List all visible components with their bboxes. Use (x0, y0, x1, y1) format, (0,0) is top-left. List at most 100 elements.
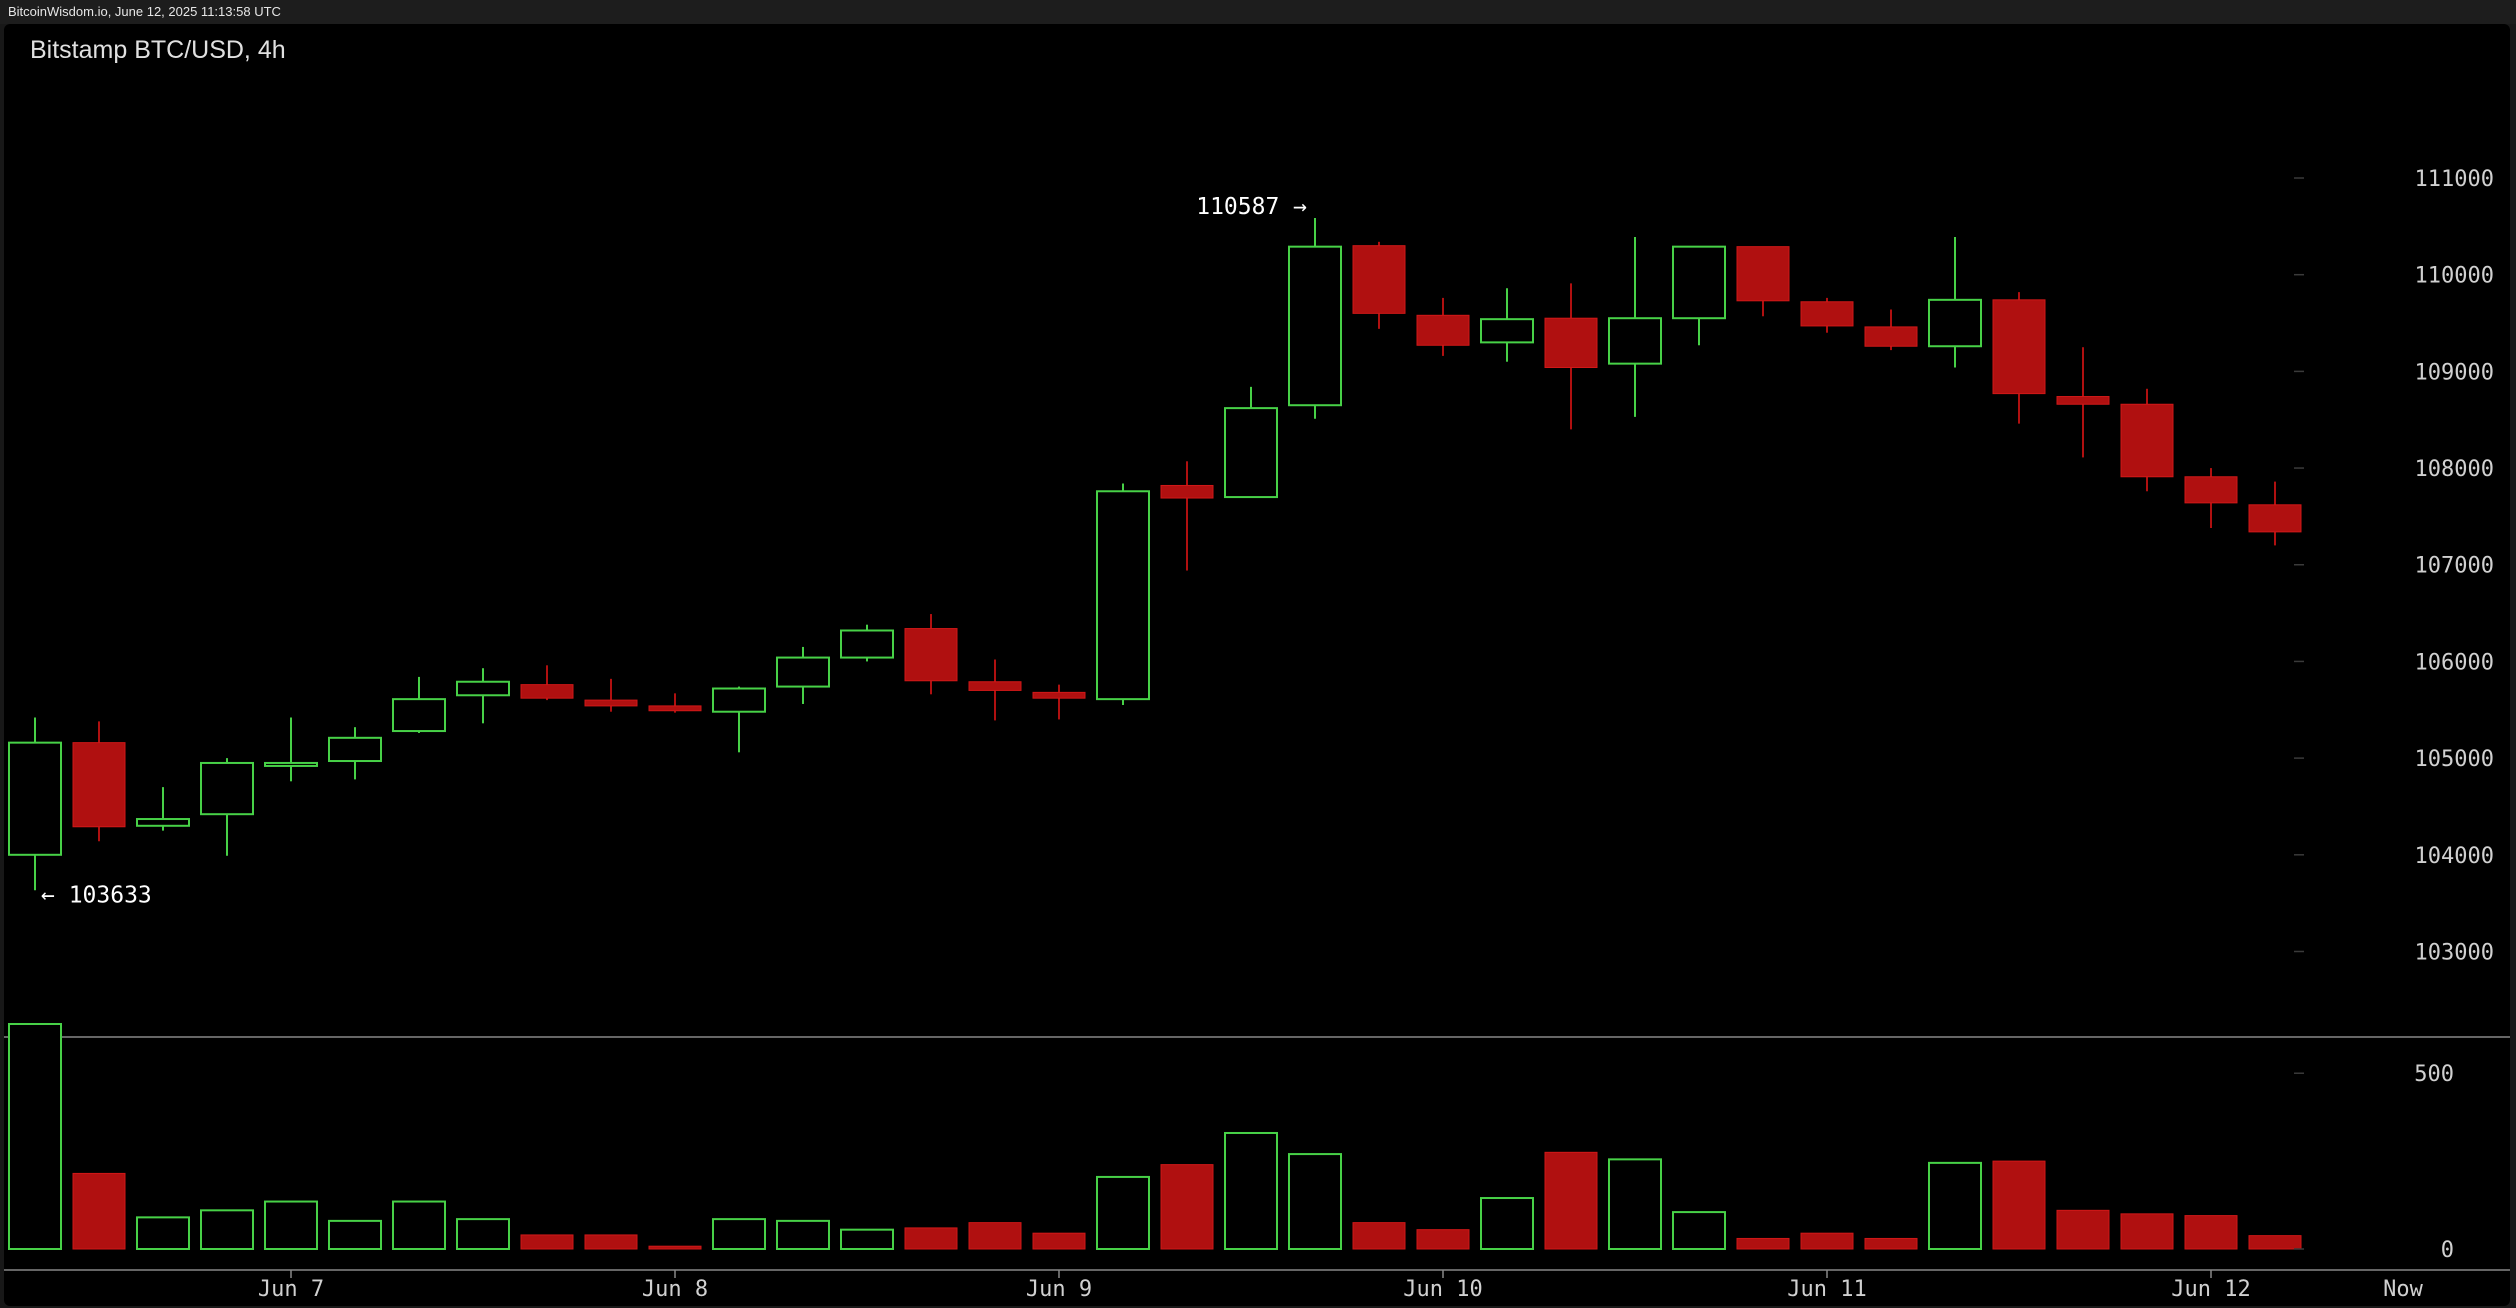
candle-body-up[interactable] (1288, 245, 1342, 407)
price-tick-label: 104000 (2415, 844, 2494, 869)
candle-body-up[interactable] (264, 761, 318, 767)
candle-body-down[interactable] (1160, 484, 1214, 499)
volume-bar-down[interactable] (72, 1172, 126, 1250)
volume-bar-up[interactable] (712, 1218, 766, 1250)
candle-body-down[interactable] (1864, 326, 1918, 347)
volume-bar-up[interactable] (1288, 1153, 1342, 1250)
candle-body-up[interactable] (1928, 298, 1982, 348)
candle-body-down[interactable] (2248, 504, 2302, 533)
volume-bar-down[interactable] (1992, 1160, 2046, 1250)
candle-body-up[interactable] (456, 680, 510, 697)
candle-body-up[interactable] (776, 656, 830, 688)
candle-body-up[interactable] (840, 629, 894, 659)
x-tick-label: Jun 10 (1403, 1277, 1482, 1302)
source-timestamp: BitcoinWisdom.io, June 12, 2025 11:13:58… (8, 4, 281, 19)
candle-body-up[interactable] (200, 761, 254, 816)
candle-body-down[interactable] (968, 681, 1022, 691)
volume-bar-down[interactable] (2184, 1215, 2238, 1250)
volume-tick-label: 500 (2414, 1062, 2454, 1087)
candle-body-down[interactable] (904, 628, 958, 682)
candle-body-up[interactable] (1224, 407, 1278, 499)
candle-body-up[interactable] (1096, 490, 1150, 701)
x-tick-label: Jun 12 (2171, 1277, 2250, 1302)
x-tick-label: Jun 8 (642, 1277, 708, 1302)
price-tick-label: 105000 (2415, 747, 2494, 772)
candle-body-down[interactable] (520, 684, 574, 699)
volume-bar-up[interactable] (200, 1209, 254, 1250)
grid-layer (4, 1036, 2510, 1271)
x-tick-label: Jun 9 (1026, 1277, 1092, 1302)
volume-bar-down[interactable] (1736, 1237, 1790, 1250)
candles (8, 217, 2302, 891)
candle-body-down[interactable] (1352, 245, 1406, 314)
volume-tick-label: 0 (2441, 1238, 2454, 1263)
candle-body-up[interactable] (8, 741, 62, 856)
volume-bar-down[interactable] (1800, 1232, 1854, 1250)
annotations: 110587 → ← 103633 (41, 194, 1307, 908)
axes: 103000 104000 105000 106000 107000 108000 1090… (258, 167, 2494, 1302)
candle-body-down[interactable] (1416, 314, 1470, 346)
volume-bar-down[interactable] (904, 1227, 958, 1250)
volume-bar-down[interactable] (1544, 1151, 1598, 1250)
price-tick-label: 107000 (2415, 554, 2494, 579)
volume-bar-down[interactable] (1032, 1232, 1086, 1250)
volume-bar-up[interactable] (1672, 1211, 1726, 1250)
candle-body-up[interactable] (1672, 245, 1726, 320)
price-tick-label: 103000 (2415, 940, 2494, 965)
volume-bar-up[interactable] (1928, 1161, 1982, 1250)
x-tick-label: Now (2383, 1277, 2423, 1302)
candle-body-down[interactable] (1032, 691, 1086, 699)
volume-bar-down[interactable] (520, 1234, 574, 1250)
candle-body-down[interactable] (2120, 403, 2174, 478)
volume-bar-down[interactable] (1864, 1237, 1918, 1250)
volume-bar-up[interactable] (328, 1219, 382, 1250)
volume-bar-down[interactable] (2056, 1209, 2110, 1250)
volume-bar-up[interactable] (456, 1218, 510, 1250)
chart-panel[interactable]: 103000 104000 105000 106000 107000 108000 1090… (4, 24, 2510, 1306)
candle-body-up[interactable] (1608, 317, 1662, 365)
candle-body-down[interactable] (648, 705, 702, 712)
volume-bar-up[interactable] (840, 1228, 894, 1250)
candle-body-up[interactable] (136, 818, 190, 827)
candle-body-down[interactable] (1544, 317, 1598, 369)
x-tick-label: Jun 11 (1787, 1277, 1866, 1302)
volume-bar-up[interactable] (1480, 1197, 1534, 1250)
volume-bar-down[interactable] (2248, 1235, 2302, 1250)
price-tick-label: 109000 (2415, 360, 2494, 385)
candle-body-down[interactable] (1800, 301, 1854, 327)
volume-bars (8, 1023, 2302, 1250)
top-bar: BitcoinWisdom.io, June 12, 2025 11:13:58… (0, 0, 2516, 24)
low-annotation: ← 103633 (41, 882, 152, 908)
x-tick-label: Jun 7 (258, 1277, 324, 1302)
volume-bar-up[interactable] (264, 1200, 318, 1250)
candle-body-down[interactable] (2184, 476, 2238, 504)
volume-bar-up[interactable] (136, 1216, 190, 1250)
candle-body-up[interactable] (392, 698, 446, 733)
volume-bar-down[interactable] (2120, 1213, 2174, 1250)
volume-bar-down[interactable] (648, 1245, 702, 1250)
volume-bar-down[interactable] (584, 1234, 638, 1250)
candlestick-chart[interactable]: 103000 104000 105000 106000 107000 108000 1090… (4, 24, 2510, 1306)
volume-bar-up[interactable] (1096, 1175, 1150, 1250)
candle-body-down[interactable] (1992, 299, 2046, 395)
candle-body-up[interactable] (1480, 318, 1534, 344)
volume-bar-up[interactable] (776, 1219, 830, 1250)
volume-bar-up[interactable] (8, 1023, 62, 1250)
candle-body-down[interactable] (584, 699, 638, 707)
volume-bar-up[interactable] (1608, 1158, 1662, 1250)
candle-body-up[interactable] (712, 687, 766, 713)
volume-bar-up[interactable] (392, 1200, 446, 1250)
volume-bar-up[interactable] (1224, 1131, 1278, 1250)
volume-bar-down[interactable] (968, 1222, 1022, 1250)
volume-bar-down[interactable] (1160, 1164, 1214, 1250)
candle-body-down[interactable] (2056, 396, 2110, 405)
volume-bar-down[interactable] (1416, 1229, 1470, 1250)
candle-body-down[interactable] (1736, 246, 1790, 302)
high-annotation: 110587 → (1196, 194, 1307, 220)
candle-body-down[interactable] (72, 742, 126, 828)
candle-body-up[interactable] (328, 736, 382, 763)
price-tick-label: 111000 (2415, 167, 2494, 192)
volume-bar-down[interactable] (1352, 1222, 1406, 1250)
price-tick-label: 106000 (2415, 650, 2494, 675)
chart-title: Bitstamp BTC/USD, 4h (30, 36, 286, 64)
